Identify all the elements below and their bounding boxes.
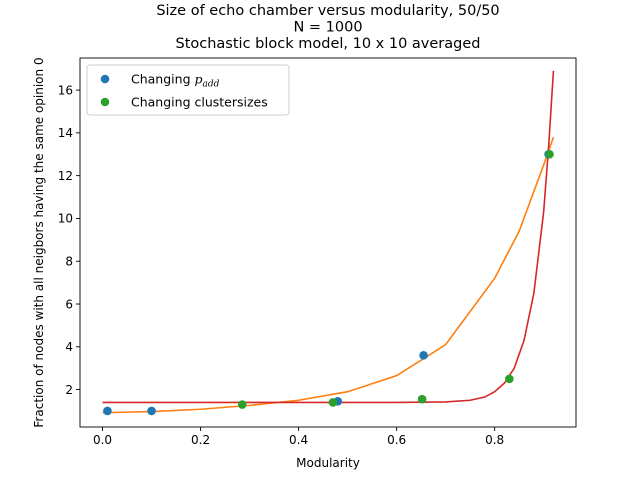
y-tick-label: 16 — [58, 83, 73, 97]
data-point — [545, 149, 554, 159]
y-tick-label: 2 — [65, 383, 73, 397]
legend: Changing padd Changing clustersizes — [86, 64, 290, 116]
plot-frame — [79, 57, 577, 428]
y-tick-label: 8 — [65, 255, 73, 269]
plot-background — [80, 58, 576, 427]
data-point — [417, 394, 427, 404]
y-tick-label: 4 — [65, 340, 73, 354]
x-tick-label: 0.0 — [93, 433, 112, 447]
x-tick-label: 0.2 — [191, 433, 210, 447]
legend-marker — [100, 97, 110, 107]
data-point — [237, 400, 247, 409]
y-tick-label: 6 — [65, 297, 73, 311]
legend-marker — [100, 74, 110, 84]
x-tick-label: 0.4 — [289, 433, 308, 447]
data-point — [505, 374, 514, 384]
y-axis-label: Fraction of nodes with all neigbors havi… — [32, 57, 46, 427]
title-line: Stochastic block model, 10 x 10 averaged — [176, 36, 481, 52]
data-point — [147, 406, 156, 416]
y-axis: 2 4 6 8 10 12 14 16 — [58, 83, 80, 397]
chart-title: Size of echo chamber versus modularity, … — [156, 3, 499, 52]
data-point — [419, 351, 428, 360]
y-tick-label: 10 — [58, 212, 73, 226]
y-tick-label: 12 — [58, 169, 73, 183]
x-tick-label: 0.6 — [387, 433, 406, 447]
data-point — [328, 398, 338, 407]
plot-area — [79, 57, 577, 428]
fit-line — [102, 136, 555, 414]
x-tick-label: 0.8 — [485, 433, 504, 447]
legend-box — [86, 64, 290, 116]
x-axis-label: Modularity — [296, 456, 360, 470]
x-axis: 0.0 0.2 0.4 0.6 0.8 — [93, 427, 504, 447]
title-line: Size of echo chamber versus modularity, … — [156, 3, 499, 19]
title-line: N = 1000 — [293, 20, 362, 36]
data-point — [103, 406, 112, 416]
y-tick-label: 14 — [58, 126, 73, 140]
legend-label: Changing padd — [131, 72, 220, 90]
series-points — [237, 149, 554, 409]
legend-label: Changing clustersizes — [131, 95, 268, 110]
